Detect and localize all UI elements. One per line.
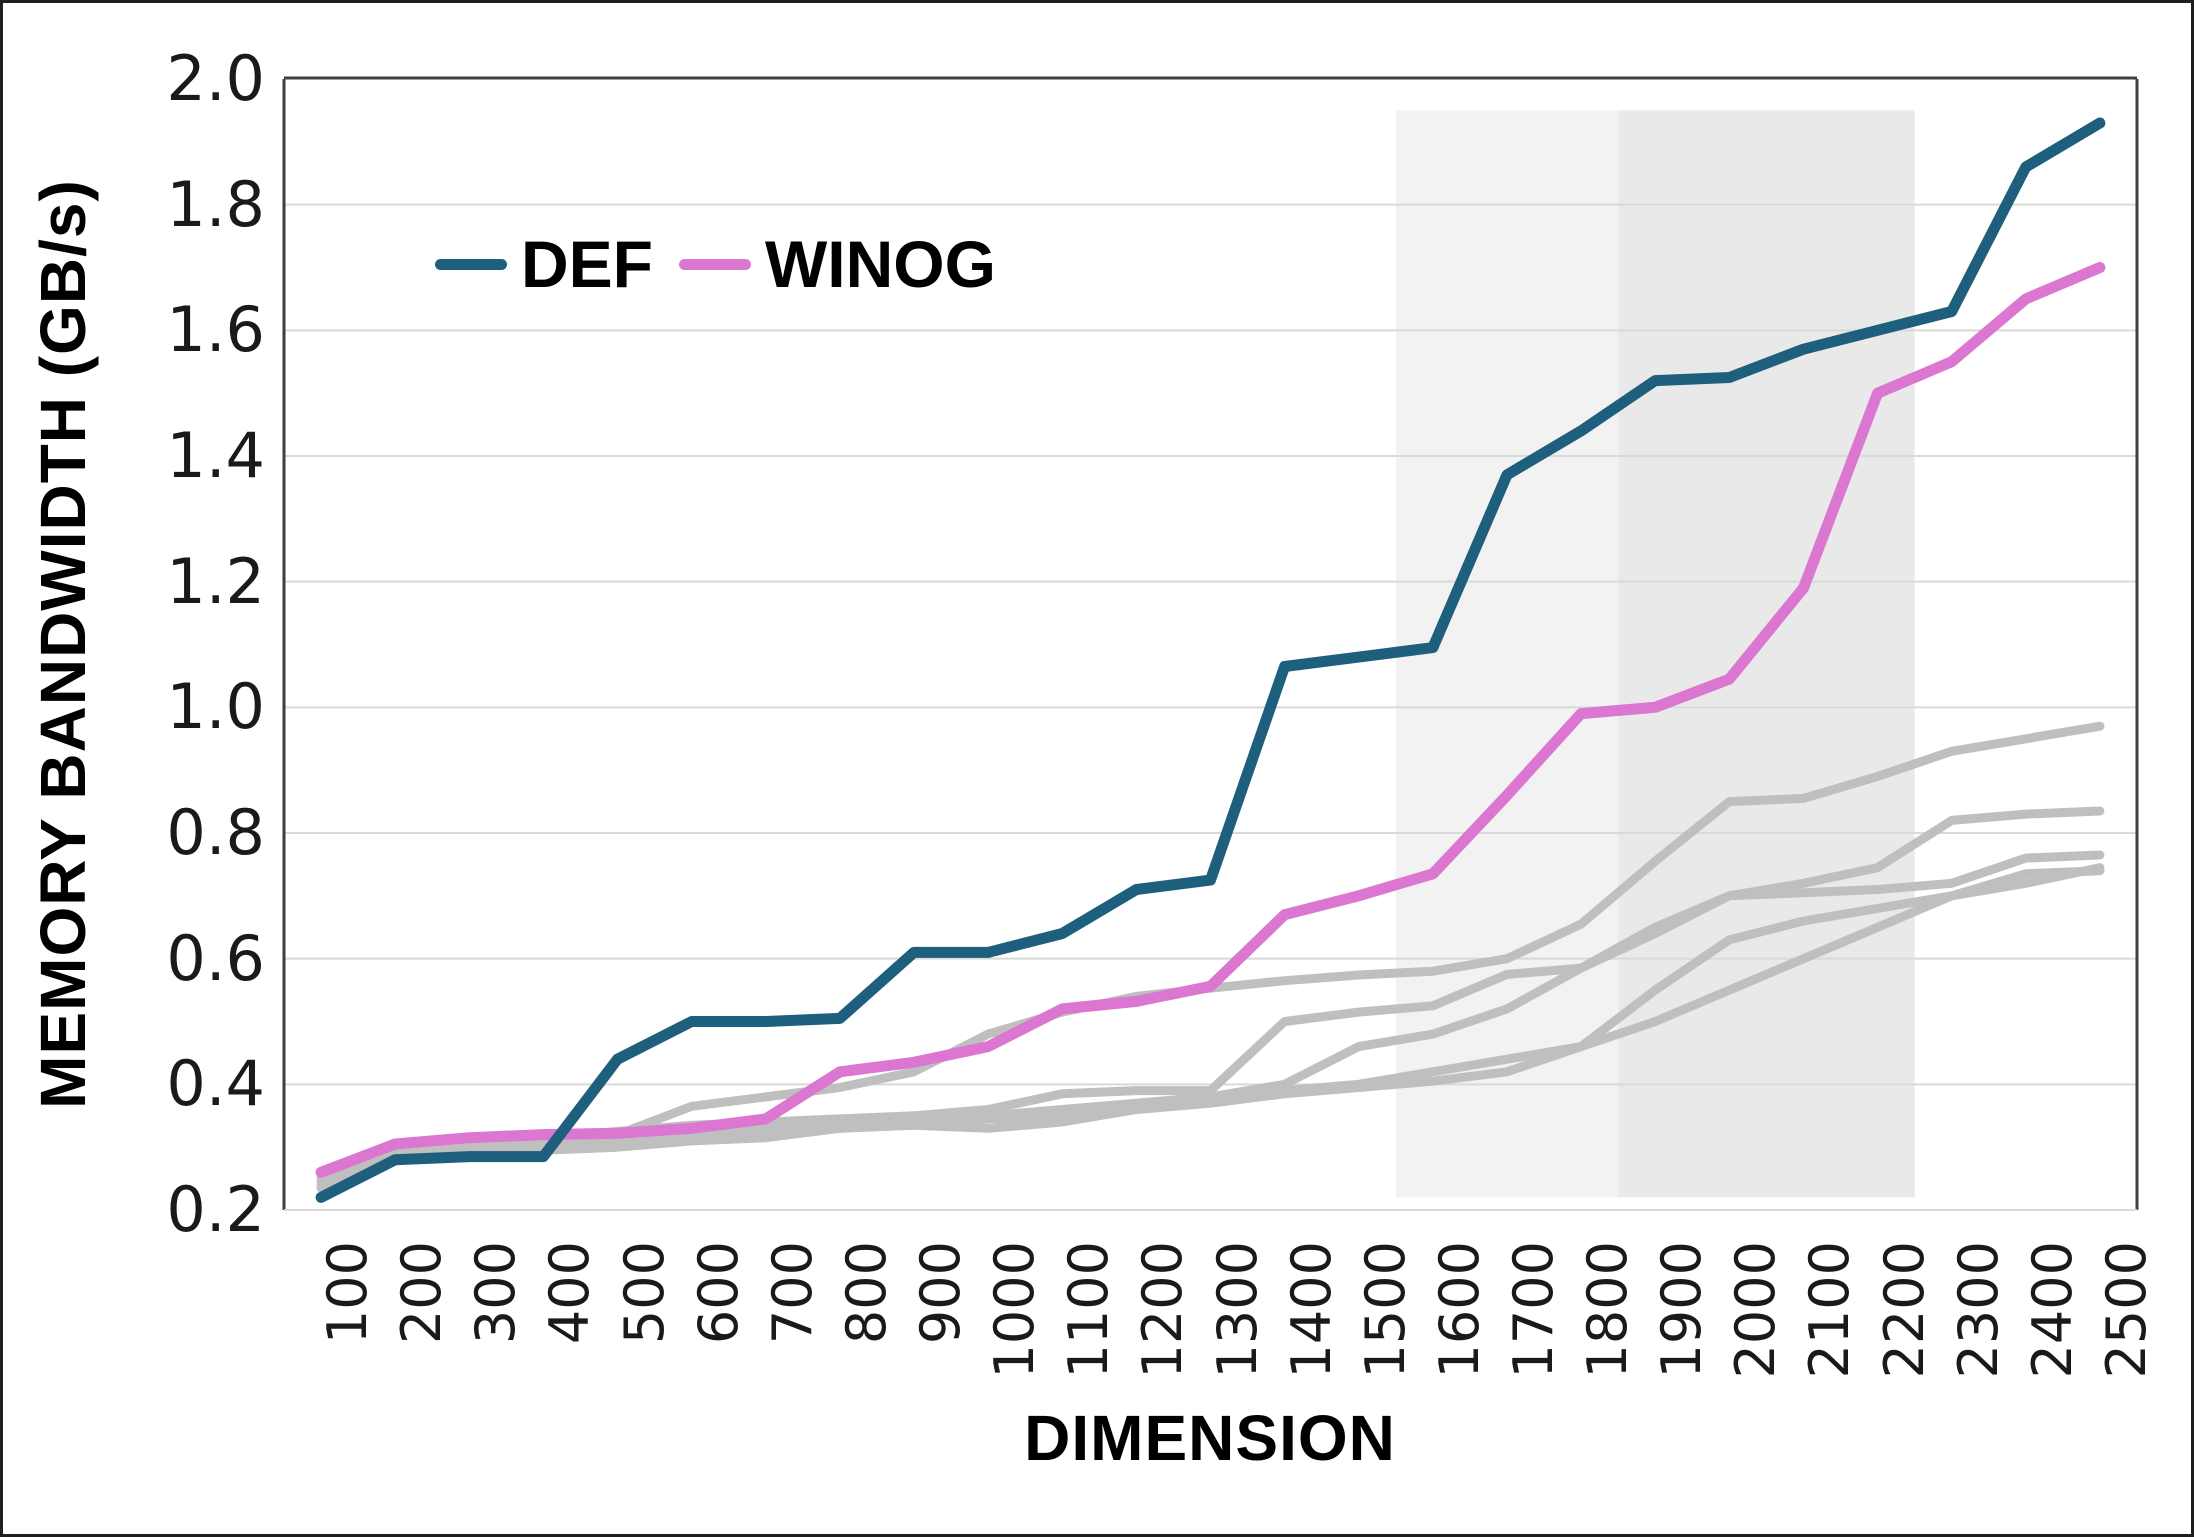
x-tick-label: 1500 xyxy=(1353,1241,1417,1379)
x-tick-label: 900 xyxy=(909,1241,973,1345)
x-tick-label: 2000 xyxy=(1724,1241,1788,1379)
x-tick-label: 800 xyxy=(834,1241,898,1345)
x-tick-label: 1600 xyxy=(1427,1241,1491,1379)
series-line-WINOG xyxy=(315,262,2106,1178)
y-tick-label: 1.8 xyxy=(166,167,265,241)
y-tick-label: 0.2 xyxy=(166,1173,265,1246)
x-tick-label: 1200 xyxy=(1131,1241,1195,1379)
x-tick-label: 1100 xyxy=(1057,1241,1121,1379)
x-tick-label: 2200 xyxy=(1872,1241,1936,1379)
x-tick-label: 1900 xyxy=(1650,1241,1714,1379)
series-line-DEF xyxy=(315,117,2106,1203)
x-tick-label: 1300 xyxy=(1205,1241,1269,1379)
x-tick-label: 600 xyxy=(686,1241,750,1345)
highlight-band-2 xyxy=(1618,110,1915,1198)
x-tick-label: 2100 xyxy=(1798,1241,1862,1379)
y-tick-label: 1.2 xyxy=(166,544,265,618)
legend-label-winog: WINOG xyxy=(765,227,996,301)
legend-item-def: DEF xyxy=(435,231,653,297)
winog-line-swatch-icon xyxy=(679,258,751,270)
y-tick-label: 1.0 xyxy=(166,670,265,744)
y-tick-label: 1.6 xyxy=(166,293,265,367)
y-tick-label: 2.0 xyxy=(166,42,265,115)
x-tick-label: 700 xyxy=(760,1241,824,1345)
y-tick-label: 0.8 xyxy=(166,796,265,869)
x-tick-label: 200 xyxy=(390,1241,454,1345)
def-line-swatch-icon xyxy=(435,258,507,270)
x-tick-label: 1800 xyxy=(1576,1241,1640,1379)
y-tick-label: 0.4 xyxy=(166,1047,265,1121)
x-tick-label: 2400 xyxy=(2020,1241,2084,1379)
y-tick-label: 1.4 xyxy=(166,419,265,492)
x-tick-label: 300 xyxy=(464,1241,528,1345)
legend-label-def: DEF xyxy=(521,227,653,301)
x-tick-label: 1400 xyxy=(1279,1241,1343,1379)
x-tick-label: 400 xyxy=(538,1241,602,1345)
legend-item-winog: WINOG xyxy=(679,231,996,297)
chart-canvas xyxy=(282,76,2139,1211)
x-tick-label: 2300 xyxy=(1946,1241,2010,1379)
y-tick-label: 0.6 xyxy=(166,921,265,995)
x-tick-label: 1700 xyxy=(1501,1241,1565,1379)
x-tick-label: 100 xyxy=(316,1241,380,1345)
x-tick-label: 1000 xyxy=(983,1241,1047,1379)
highlight-band-1 xyxy=(1395,110,1619,1198)
series-line-baseline-4 xyxy=(316,866,2105,1193)
x-tick-label: 500 xyxy=(612,1241,676,1345)
x-tick-label: 2500 xyxy=(2094,1241,2158,1379)
legend: DEF WINOG xyxy=(435,231,996,297)
x-axis-title: DIMENSION xyxy=(1024,1402,1396,1474)
